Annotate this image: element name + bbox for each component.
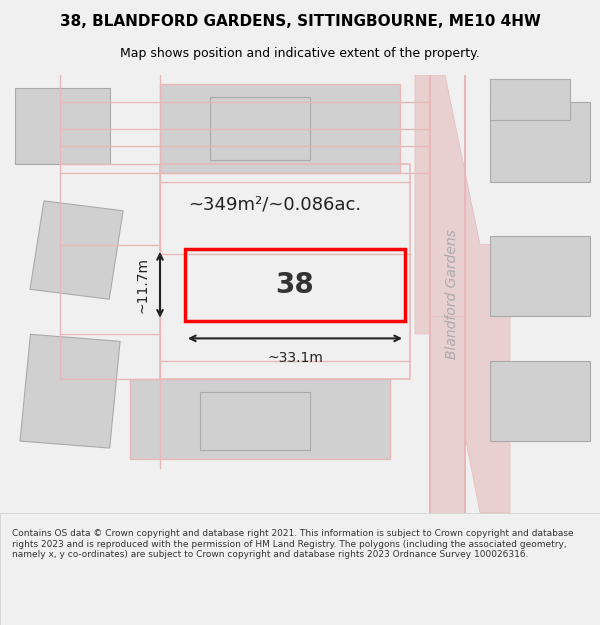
Bar [160, 84, 400, 173]
Bar [15, 88, 110, 164]
Text: ~349m²/~0.086ac.: ~349m²/~0.086ac. [188, 196, 362, 214]
Bar [490, 102, 590, 182]
Bar [185, 249, 405, 321]
Bar [200, 392, 310, 450]
Polygon shape [430, 316, 465, 512]
Bar [490, 79, 570, 119]
Polygon shape [415, 75, 510, 512]
Text: ~33.1m: ~33.1m [267, 351, 323, 365]
Text: 38, BLANDFORD GARDENS, SITTINGBOURNE, ME10 4HW: 38, BLANDFORD GARDENS, SITTINGBOURNE, ME… [59, 14, 541, 29]
Text: Contains OS data © Crown copyright and database right 2021. This information is : Contains OS data © Crown copyright and d… [12, 529, 574, 559]
Bar [130, 379, 390, 459]
Bar [160, 164, 410, 379]
Text: Blandford Gardens: Blandford Gardens [445, 229, 459, 359]
Bar [20, 334, 120, 448]
Text: ~11.7m: ~11.7m [136, 257, 150, 313]
Text: Map shows position and indicative extent of the property.: Map shows position and indicative extent… [120, 48, 480, 61]
Bar [490, 236, 590, 316]
Text: 38: 38 [275, 271, 314, 299]
Bar [210, 98, 310, 160]
Bar [490, 361, 590, 441]
Bar [30, 201, 123, 299]
